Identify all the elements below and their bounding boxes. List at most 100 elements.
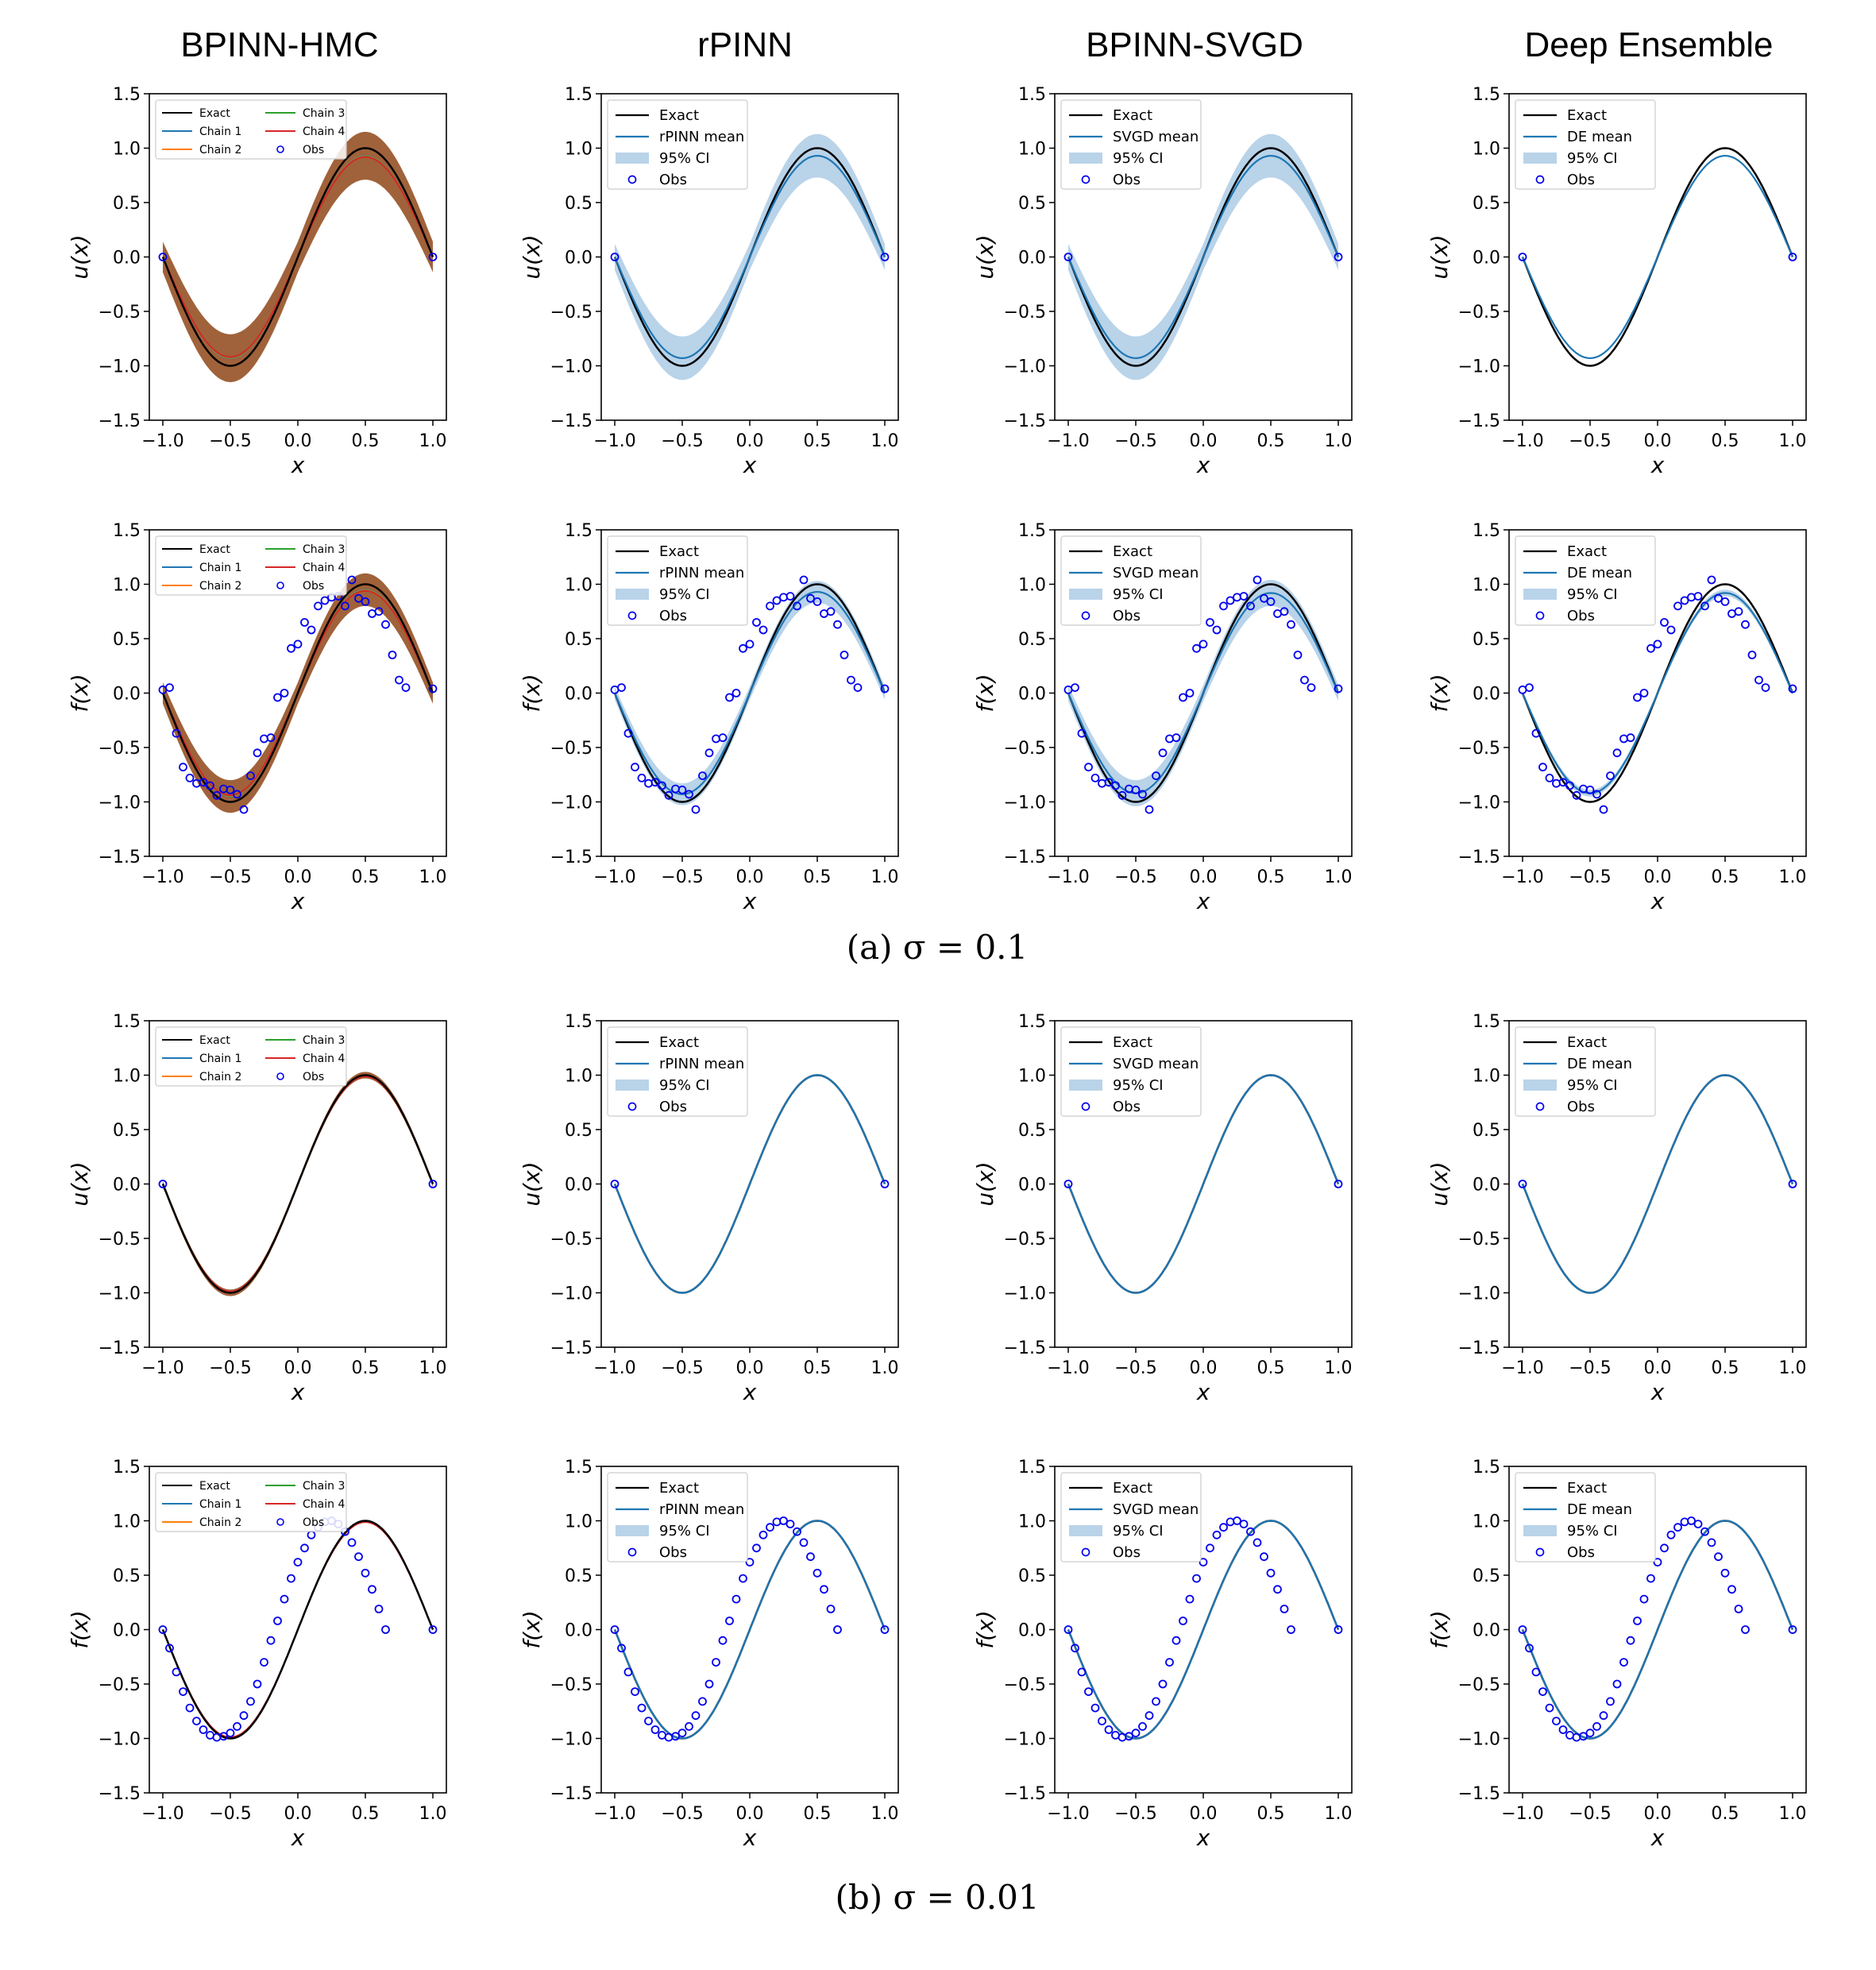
obs-point: [1666, 625, 1676, 635]
y-axis-label: f(x): [972, 674, 998, 712]
x-tick-label: 1.0: [871, 867, 899, 887]
x-tick-label: 1.0: [419, 867, 447, 887]
obs-point: [428, 1625, 438, 1634]
obs-point: [847, 675, 855, 685]
obs-point: [1287, 620, 1295, 629]
obs-point: [637, 1703, 647, 1713]
obs-point: [698, 771, 707, 780]
obs-point: [1558, 1725, 1568, 1734]
obs-point: [725, 693, 734, 702]
y-tick-label: −1.5: [1004, 848, 1046, 867]
obs-point: [287, 1574, 295, 1583]
obs-point: [1145, 805, 1154, 814]
obs-point: [381, 620, 390, 629]
obs-point: [1599, 1711, 1608, 1721]
x-tick-label: −0.5: [209, 1358, 251, 1378]
legend-patch: [1069, 1080, 1102, 1091]
obs-point: [1619, 1658, 1628, 1667]
x-tick-label: −1.0: [141, 1358, 183, 1378]
x-tick-label: −0.5: [661, 867, 703, 887]
legend-label: Obs: [1113, 172, 1141, 188]
obs-point: [1579, 1732, 1588, 1741]
obs-point: [185, 1703, 195, 1713]
obs-point: [1747, 651, 1757, 659]
obs-point: [1633, 1617, 1642, 1625]
obs-point: [179, 1687, 187, 1697]
x-tick-label: −1.0: [593, 867, 635, 887]
obs-point: [1233, 1516, 1241, 1525]
y-tick-label: 1.0: [1018, 140, 1046, 160]
legend-label: Exact: [659, 543, 699, 560]
obs-point: [1538, 763, 1547, 772]
legend-label: rPINN mean: [659, 1056, 744, 1072]
legend-label: 95% CI: [1113, 586, 1164, 603]
x-tick-label: −1.0: [1047, 1804, 1089, 1824]
obs-point: [300, 618, 309, 627]
x-tick-label: −0.5: [1569, 867, 1611, 887]
panel-12: −1.5−1.0−0.50.00.51.01.5−1.0 −0.5 0.0 0.5 1.…: [1426, 1012, 1807, 1405]
panel-15: −1.5−1.0−0.50.00.51.01.5−1.0 −0.5 0.0 0.5 1.…: [972, 1458, 1353, 1851]
legend-label: Chain 3: [303, 543, 345, 556]
obs-point: [685, 790, 693, 799]
legend-obs-marker: [627, 175, 637, 184]
y-tick-label: 0.5: [1018, 630, 1046, 650]
x-tick-label: 0.5: [1712, 1358, 1739, 1378]
obs-point: [1192, 643, 1201, 653]
y-tick-label: 0.0: [1473, 685, 1500, 705]
legend-label: 95% CI: [659, 150, 710, 167]
x-tick-label: 0.0: [1190, 431, 1218, 451]
legend-box: [1515, 99, 1656, 190]
x-axis-label: x: [1650, 1825, 1665, 1851]
x-axis-label: x: [1196, 1379, 1210, 1405]
obs-point: [704, 748, 714, 758]
x-axis-label: x: [1196, 888, 1210, 914]
y-tick-label: 1.0: [565, 1512, 593, 1532]
obs-point: [1233, 593, 1241, 602]
x-tick-label: 1.0: [419, 1358, 447, 1378]
x-tick-label: 1.0: [1325, 431, 1353, 451]
panel-7: −1.5−1.0−0.50.00.51.01.5−1.0 −0.5 0.0 0.5 1.…: [972, 521, 1353, 914]
column-title-deep-ensemble: Deep Ensemble: [1524, 25, 1774, 64]
x-tick-label: 0.0: [1190, 1358, 1218, 1378]
obs-point: [664, 1732, 674, 1742]
obs-point: [1680, 1517, 1689, 1527]
mean-line: [1521, 1074, 1794, 1294]
obs-point: [1700, 601, 1709, 611]
obs-point: [610, 1180, 620, 1188]
y-tick-label: −1.0: [1458, 1284, 1500, 1304]
x-tick-label: 0.5: [1257, 1804, 1285, 1824]
obs-point: [677, 786, 687, 794]
obs-point: [793, 1527, 801, 1536]
mean-line: [1067, 592, 1340, 794]
x-tick-label: 0.5: [1712, 1804, 1739, 1824]
y-tick-label: 0.5: [1473, 1121, 1500, 1141]
y-tick-label: −1.5: [98, 1338, 141, 1358]
legend-obs-marker: [627, 1547, 637, 1557]
legend-label: Chain 3: [303, 1034, 345, 1047]
x-tick-label: 0.0: [284, 1804, 312, 1824]
obs-point: [712, 734, 720, 744]
legend-label: Chain 2: [199, 144, 241, 156]
legend-label: rPINN mean: [659, 129, 744, 145]
obs-point: [1199, 1558, 1208, 1566]
y-tick-label: 0.5: [565, 1566, 593, 1586]
legend-label: DE mean: [1567, 1501, 1632, 1518]
y-tick-label: 0.5: [565, 1121, 593, 1141]
legend-box: [607, 1472, 748, 1562]
y-tick-label: −1.5: [550, 848, 593, 867]
y-tick-label: 1.5: [1018, 1012, 1046, 1032]
obs-point: [637, 774, 647, 782]
obs-point: [1714, 593, 1723, 603]
obs-point: [1741, 1625, 1750, 1634]
obs-point: [623, 1667, 633, 1677]
obs-point: [1111, 781, 1120, 790]
legend-patch: [616, 589, 649, 600]
obs-point: [1138, 1721, 1147, 1731]
legend-box: [1060, 99, 1202, 190]
legend-label: 95% CI: [1113, 1523, 1164, 1539]
obs-point: [1206, 618, 1214, 627]
legend-label: 95% CI: [1113, 150, 1164, 167]
y-axis-label: u(x): [67, 234, 93, 279]
legend-label: SVGD mean: [1113, 1056, 1199, 1072]
y-tick-label: −0.5: [1458, 1675, 1500, 1695]
